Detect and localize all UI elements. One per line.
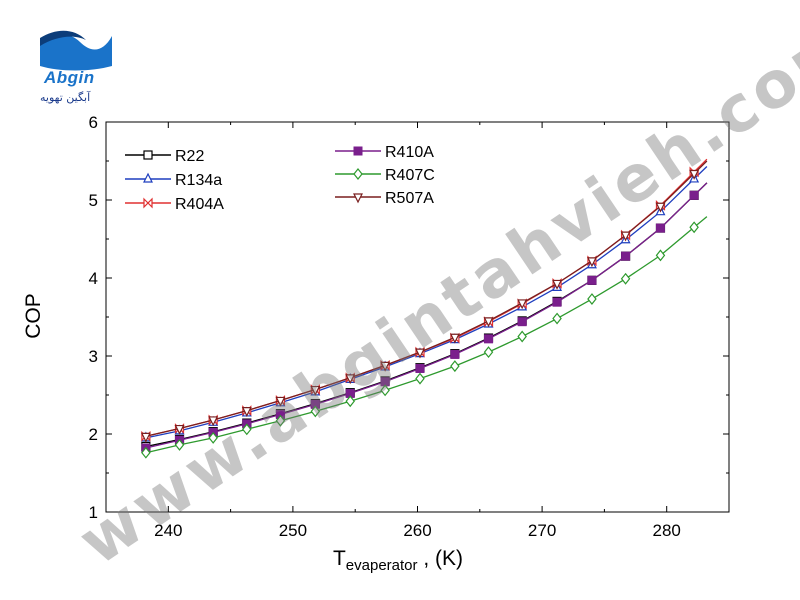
point-marker (310, 385, 321, 396)
point-marker (655, 223, 665, 233)
legend-label: R507A (385, 190, 434, 207)
point-marker (620, 272, 631, 285)
point-marker (143, 197, 153, 209)
point-marker (552, 312, 562, 325)
point-marker (275, 414, 286, 427)
point-marker (174, 438, 185, 451)
point-marker (141, 446, 151, 459)
y-tick-label: 5 (89, 191, 98, 210)
series-line (145, 182, 708, 448)
legend-entry-r22: R22 (125, 148, 204, 165)
legend-entry-r404a: R404A (125, 196, 224, 213)
point-marker (552, 279, 563, 290)
point-marker (655, 249, 666, 262)
point-marker (380, 384, 390, 397)
y-tick-label: 4 (89, 269, 98, 288)
point-marker (620, 231, 631, 242)
x-axis-label: Tevaperator , (K) (333, 547, 463, 574)
x-tick-label: 250 (279, 521, 307, 540)
point-marker (621, 251, 631, 261)
point-marker (587, 275, 597, 285)
point-marker (689, 190, 699, 200)
point-marker (143, 172, 153, 183)
point-marker (450, 360, 460, 373)
point-marker (483, 346, 494, 359)
point-marker (208, 416, 219, 427)
point-marker (689, 169, 700, 180)
point-marker (517, 330, 527, 343)
point-marker (450, 349, 460, 359)
point-marker (345, 374, 356, 385)
series-line (145, 216, 708, 454)
point-marker (587, 293, 597, 306)
x-tick-label: 240 (154, 521, 182, 540)
y-tick-label: 6 (89, 113, 98, 132)
point-marker (275, 396, 286, 407)
y-tick-label: 2 (89, 425, 98, 444)
point-marker (242, 423, 252, 436)
point-marker (310, 405, 321, 418)
legend-label: R407C (385, 167, 435, 184)
y-tick-label: 3 (89, 347, 98, 366)
point-marker (483, 317, 494, 328)
point-marker (140, 432, 151, 443)
series-r134a (140, 166, 708, 442)
point-marker (517, 299, 528, 310)
point-marker (449, 333, 460, 344)
series-r22 (141, 182, 708, 452)
point-marker (517, 317, 527, 327)
point-marker (241, 407, 252, 417)
series-line (145, 166, 708, 439)
point-marker (345, 395, 355, 408)
point-marker (208, 431, 218, 444)
point-marker (353, 146, 363, 156)
legend-entry-r410a: R410A (335, 144, 434, 161)
point-marker (353, 193, 363, 204)
point-marker (552, 297, 562, 307)
point-marker (484, 334, 494, 344)
legend-label: R22 (175, 148, 204, 165)
series-r410a (141, 182, 708, 453)
legend-label: R134a (175, 172, 222, 189)
legend-label: R410A (385, 144, 434, 161)
series-line (145, 160, 708, 437)
series-r507a (140, 160, 708, 443)
y-axis-label: COP (22, 293, 45, 339)
point-marker (415, 348, 425, 359)
x-tick-label: 260 (403, 521, 431, 540)
legend-entry-r507a: R507A (335, 190, 434, 207)
point-marker (143, 150, 153, 160)
series-line (145, 182, 708, 449)
point-marker (415, 372, 425, 385)
legend-entry-r134a: R134a (125, 172, 222, 189)
series-r407c (141, 216, 708, 459)
logo-wave-icon (40, 30, 112, 71)
point-marker (586, 257, 597, 268)
point-marker (689, 221, 699, 234)
brand-logo (30, 28, 120, 108)
legend-entry-r407c: R407C (335, 167, 435, 184)
point-marker (380, 361, 391, 372)
legend-label: R404A (175, 196, 224, 213)
point-marker (655, 202, 666, 213)
y-tick-label: 1 (89, 503, 98, 522)
point-marker (353, 168, 363, 180)
x-tick-label: 280 (653, 521, 681, 540)
point-marker (415, 363, 425, 373)
x-tick-label: 270 (528, 521, 556, 540)
logo-subtitle: آبگین تهویه (40, 91, 91, 104)
point-marker (174, 424, 185, 435)
logo-brand-text: Abgin (44, 68, 95, 87)
